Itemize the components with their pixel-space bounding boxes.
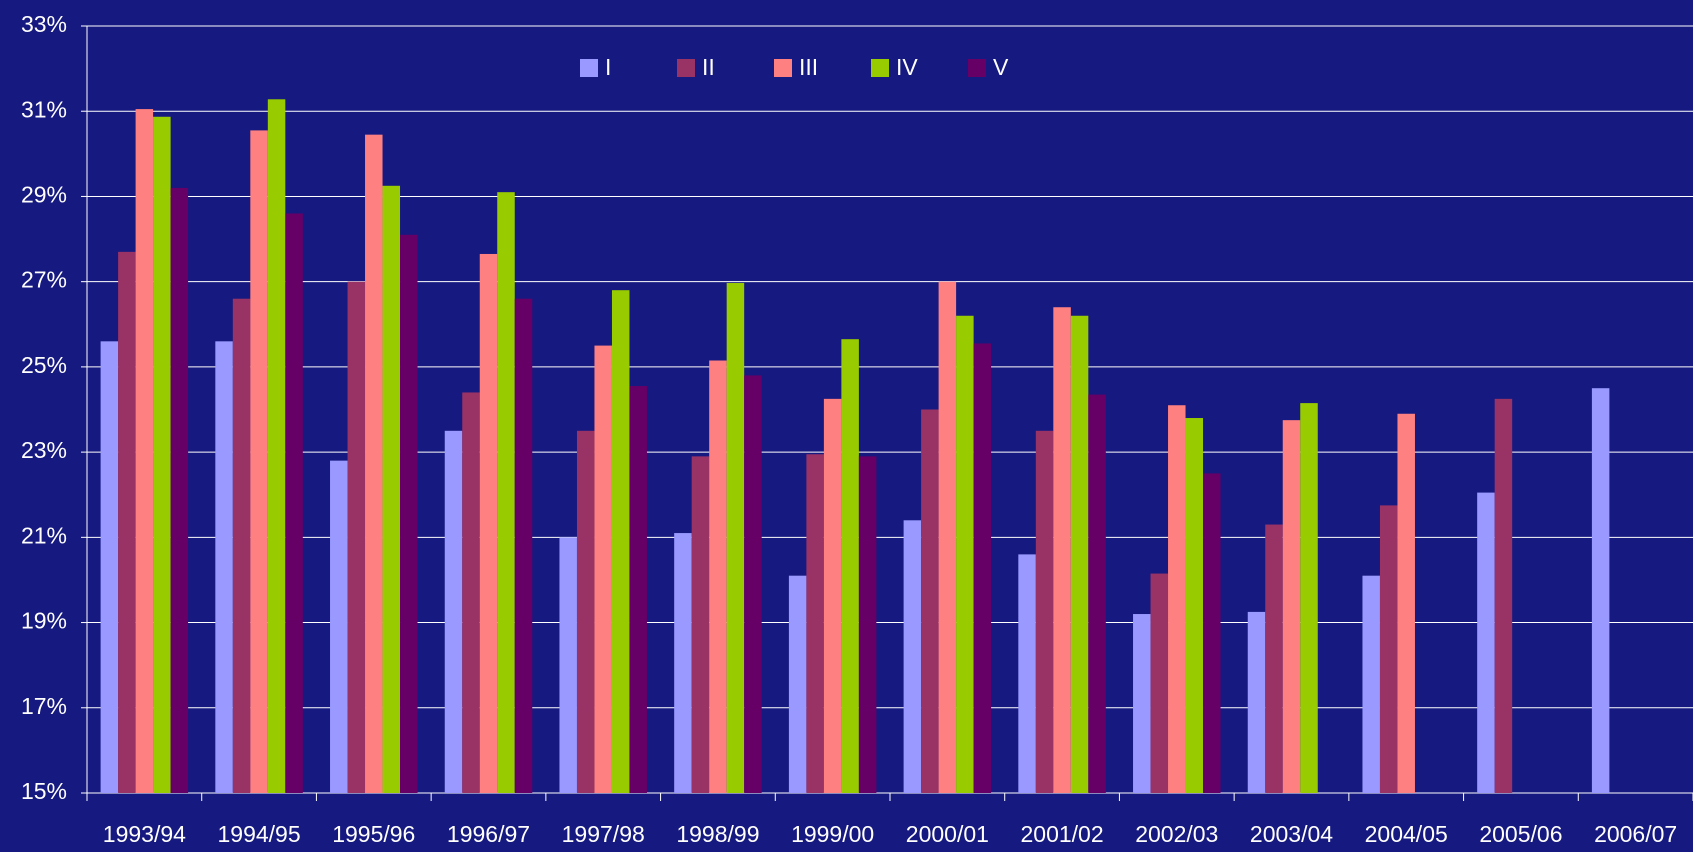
bar bbox=[268, 99, 286, 793]
bar bbox=[497, 192, 515, 793]
bar bbox=[1186, 418, 1204, 793]
y-tick-label: 17% bbox=[21, 693, 67, 719]
x-tick-label: 2003/04 bbox=[1250, 821, 1333, 847]
x-tick-label: 2001/02 bbox=[1021, 821, 1104, 847]
bar bbox=[515, 299, 533, 793]
bar bbox=[939, 282, 957, 793]
legend-label: V bbox=[993, 54, 1009, 80]
bar bbox=[1168, 405, 1186, 793]
x-tick-label: 2000/01 bbox=[906, 821, 989, 847]
x-tick-label: 2002/03 bbox=[1135, 821, 1218, 847]
bar bbox=[400, 235, 418, 793]
bar bbox=[445, 431, 463, 793]
x-tick-label: 1998/99 bbox=[676, 821, 759, 847]
bar bbox=[1203, 473, 1221, 793]
bar bbox=[1300, 403, 1318, 793]
x-tick-label: 2005/06 bbox=[1479, 821, 1562, 847]
bar bbox=[1362, 576, 1380, 793]
bar bbox=[789, 576, 807, 793]
legend-label: IV bbox=[896, 54, 918, 80]
bar bbox=[806, 454, 824, 793]
y-tick-label: 25% bbox=[21, 352, 67, 378]
bar bbox=[1151, 574, 1169, 793]
bar bbox=[1133, 614, 1151, 793]
legend-swatch bbox=[580, 59, 598, 77]
bar bbox=[1283, 420, 1301, 793]
y-tick-label: 29% bbox=[21, 182, 67, 208]
bar bbox=[1248, 612, 1266, 793]
chart: 15% 17% 19% 21% 23% 25% 27% 29% 31% 33% 1993/94 199… bbox=[0, 0, 1693, 852]
bar bbox=[921, 410, 939, 794]
x-tick-label: 1997/98 bbox=[562, 821, 645, 847]
bar bbox=[1071, 316, 1089, 793]
x-tick-label: 1999/00 bbox=[791, 821, 874, 847]
bar bbox=[233, 299, 251, 793]
bar bbox=[136, 109, 154, 793]
bar bbox=[153, 117, 171, 793]
bar bbox=[1018, 554, 1036, 793]
bar bbox=[859, 456, 877, 793]
bar bbox=[727, 283, 745, 793]
bar bbox=[824, 399, 842, 793]
bar bbox=[1495, 399, 1513, 793]
bar bbox=[1036, 431, 1054, 793]
bar bbox=[1477, 493, 1495, 793]
bar bbox=[1265, 525, 1283, 793]
y-tick-label: 31% bbox=[21, 96, 67, 122]
bar bbox=[1053, 307, 1071, 793]
bar bbox=[365, 135, 383, 793]
bar bbox=[956, 316, 974, 793]
y-tick-label: 21% bbox=[21, 522, 67, 548]
bar bbox=[250, 130, 267, 793]
bar bbox=[285, 213, 303, 793]
legend-swatch bbox=[774, 59, 792, 77]
bar bbox=[480, 254, 498, 793]
y-tick-label: 15% bbox=[21, 778, 67, 804]
bar bbox=[215, 341, 233, 793]
bar bbox=[1397, 414, 1415, 793]
bar bbox=[559, 537, 577, 793]
bar bbox=[709, 360, 727, 793]
bar bbox=[974, 343, 992, 793]
bar bbox=[171, 188, 189, 793]
x-tick-label: 1993/94 bbox=[103, 821, 186, 847]
bar bbox=[330, 461, 348, 793]
bar bbox=[674, 533, 692, 793]
legend-swatch bbox=[871, 59, 889, 77]
legend-swatch bbox=[677, 59, 695, 77]
bar bbox=[744, 375, 762, 793]
legend-label: II bbox=[702, 54, 715, 80]
bar bbox=[594, 346, 612, 793]
bar bbox=[118, 252, 136, 793]
bar bbox=[1088, 395, 1106, 793]
bar bbox=[841, 339, 859, 793]
bar bbox=[692, 456, 710, 793]
bar bbox=[1592, 388, 1610, 793]
bar bbox=[101, 341, 119, 793]
x-tick-label: 1994/95 bbox=[218, 821, 301, 847]
legend-swatch bbox=[968, 59, 986, 77]
legend-label: III bbox=[799, 54, 818, 80]
bar bbox=[383, 186, 401, 793]
x-tick-label: 1995/96 bbox=[332, 821, 415, 847]
bar bbox=[348, 282, 366, 793]
y-tick-label: 23% bbox=[21, 437, 67, 463]
x-tick-label: 1996/97 bbox=[447, 821, 530, 847]
x-tick-label: 2004/05 bbox=[1365, 821, 1448, 847]
bar bbox=[462, 392, 480, 793]
y-tick-label: 19% bbox=[21, 608, 67, 634]
bar bbox=[612, 290, 630, 793]
x-tick-label: 2006/07 bbox=[1594, 821, 1677, 847]
legend-label: I bbox=[605, 54, 611, 80]
bar bbox=[904, 520, 922, 793]
bar bbox=[629, 386, 647, 793]
y-tick-label: 33% bbox=[21, 11, 67, 37]
y-tick-label: 27% bbox=[21, 267, 67, 293]
bar bbox=[577, 431, 595, 793]
bar bbox=[1380, 505, 1398, 793]
